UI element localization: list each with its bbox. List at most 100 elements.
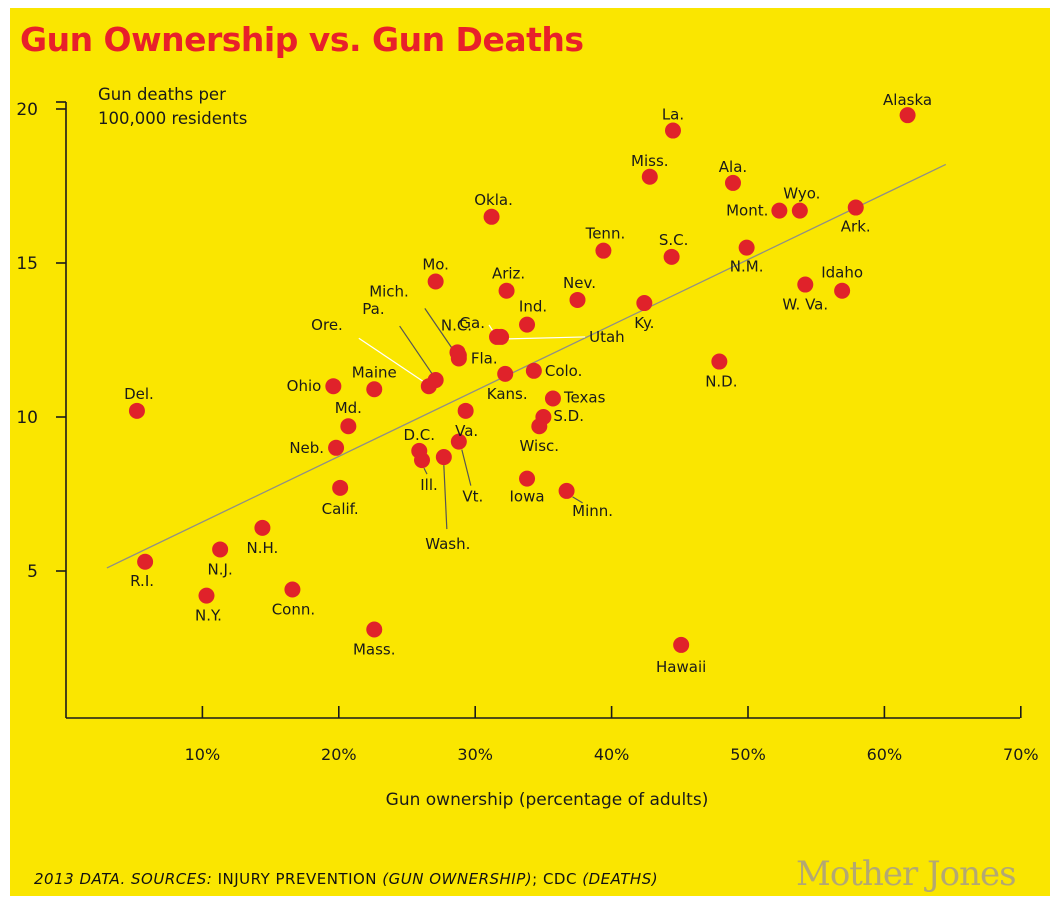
point-label: Ohio [287,377,322,395]
point-label: R.I. [130,572,154,590]
data-point [332,479,349,496]
x-axis-label: Gun ownership (percentage of adults) [386,790,709,810]
data-point [328,439,345,456]
data-point [673,636,690,653]
point-label: Ariz. [492,265,525,283]
point-label: Mo. [422,255,449,273]
point-label: Idaho [821,264,863,282]
data-point [366,621,383,638]
x-tick-label: 20% [321,745,357,764]
data-point [435,449,452,466]
point-label: Miss. [631,152,669,170]
point-label: W. Va. [782,296,828,314]
point-label: Wyo. [783,185,820,203]
x-tick-label: 60% [867,745,903,764]
data-point [791,202,808,219]
point-label: N.D. [705,373,737,391]
point-label: Minn. [572,502,613,520]
x-tick-label: 40% [594,745,630,764]
point-label: Wisc. [520,437,560,455]
x-tick-label: 30% [457,745,493,764]
point-label: Tenn. [585,225,626,243]
leader-line [572,496,583,504]
point-label: S.D. [553,407,584,425]
source-note: 2013 DATA. SOURCES: INJURY PREVENTION (G… [34,870,658,888]
point-label: Fla. [471,349,498,367]
point-label: D.C. [403,426,435,444]
source-note-part: 2013 DATA. SOURCES: [34,870,218,888]
data-point [128,402,145,419]
data-point [325,378,342,395]
point-label: Colo. [545,362,583,380]
trend-line [106,163,947,569]
data-point [450,433,467,450]
data-point [595,242,612,259]
point-label: Utah [589,328,625,346]
point-label: Okla. [474,191,513,209]
point-label: Ark. [841,218,871,236]
point-label: Iowa [510,488,545,506]
point-label: Calif. [322,500,359,518]
data-point [450,347,467,364]
point-label: Maine [352,363,397,381]
data-point [497,365,514,382]
point-label: Ala. [719,158,747,176]
x-tick-label: 10% [185,745,221,764]
data-point [636,295,653,312]
y-tick-label: 15 [16,254,38,274]
data-point [558,482,575,499]
source-note-part: CDC [542,870,577,888]
data-point [847,199,864,216]
publisher-logo: Mother Jones [796,854,1017,894]
point-label: Pa. [362,300,384,318]
scatter-plot: 5 10 15 20 10% 20% 30% 40% 50% 60% 70% Gun deaths p… [16,85,1039,810]
point-label: Mich. [369,282,409,300]
source-note-part: (GUN OWNERSHIP) [382,870,533,888]
data-point [724,174,741,191]
x-tick-label: 70% [1003,745,1039,764]
data-point [427,372,444,389]
source-note-part: INJURY PREVENTION [217,870,383,888]
point-label: Ill. [420,476,438,494]
data-point [525,362,542,379]
source-note-part: ; [532,870,543,888]
data-point [414,452,431,469]
point-label: Wash. [425,535,470,553]
leader-line [461,449,472,486]
y-axis-label-line: Gun deaths per [98,85,226,104]
data-point [340,418,357,435]
chart-card: Gun Ownership vs. Gun Deaths 5 10 15 20 10% 2… [10,8,1050,896]
point-label: Mass. [353,641,396,659]
point-label: Ind. [519,298,547,316]
data-point [771,202,788,219]
data-point [544,390,561,407]
data-point [641,168,658,185]
point-label: Mont. [726,202,768,220]
data-point [284,581,301,598]
y-tick-label: 5 [27,562,38,582]
point-label: Ore. [311,316,343,334]
data-point [198,587,215,604]
leader-line [358,337,427,384]
data-point [738,239,755,256]
point-label: Vt. [462,488,483,506]
point-label: La. [662,106,684,124]
leader-line [424,308,456,353]
data-point [483,208,500,225]
data-point [212,541,229,558]
data-point [137,553,154,570]
point-label: Va. [455,422,478,440]
point-label: N.M. [730,258,764,276]
chart-title: Gun Ownership vs. Gun Deaths [20,20,584,59]
y-axis-label: Gun deaths per 100,000 residents [98,85,247,128]
data-point [519,470,536,487]
data-point [519,316,536,333]
point-label: Kans. [487,385,528,403]
point-label: Del. [124,385,154,403]
point-label: N.Y. [195,607,222,625]
point-label: Md. [335,399,362,417]
point-label: Neb. [289,439,324,457]
point-label: Ga. [459,314,485,332]
point-label: S.C. [659,231,689,249]
data-point [899,107,916,124]
